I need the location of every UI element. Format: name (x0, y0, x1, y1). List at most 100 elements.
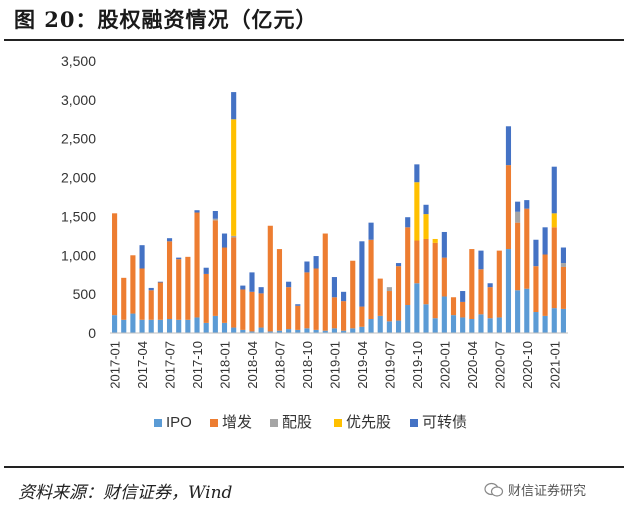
bar-segment (322, 233, 328, 331)
bottom-rule (4, 466, 624, 468)
bar-segment (359, 241, 365, 307)
bar-segment (450, 315, 457, 333)
bar-segment (148, 319, 154, 333)
x-tick-label: 2020-07 (492, 341, 507, 389)
bar-segment (377, 278, 383, 316)
bar-segment (139, 319, 145, 333)
bar-segment (432, 238, 438, 243)
bar-segment (121, 319, 127, 333)
bar-segment (313, 256, 319, 269)
bar-segment (322, 330, 328, 333)
bar-segment (423, 304, 429, 333)
bar-segment (405, 305, 411, 333)
bar-segment (533, 312, 539, 333)
bar-segment (560, 247, 566, 264)
bar-segment (112, 213, 118, 316)
bar-segment (212, 218, 218, 221)
bar-segment (423, 238, 429, 305)
bar-segment (212, 220, 218, 316)
stacked-bar-chart: 0 500 1,000 1,500 2,000 2,500 3,000 3,500 2017-0… (61, 53, 568, 431)
bar-segment (295, 329, 301, 333)
y-tick-label: 1,500 (61, 208, 96, 224)
page-title: 图 20：股权融资情况（亿元） (14, 7, 318, 32)
bar-segment (515, 290, 521, 333)
bar-segment (276, 330, 283, 333)
bar-segment (359, 326, 365, 333)
bar-segment (221, 233, 228, 248)
y-tick-label: 2,500 (61, 131, 96, 147)
bar-segment (450, 297, 457, 316)
bar-segment (276, 249, 283, 331)
bar-segment (258, 327, 264, 333)
bar-segment (267, 225, 273, 332)
legend-swatch (210, 419, 218, 427)
legend-swatch (270, 419, 278, 427)
bar-segment (368, 319, 374, 333)
bar-segment (414, 283, 420, 333)
bar-segment (194, 212, 200, 318)
bar-segment (166, 241, 173, 320)
bar-segment (505, 126, 512, 166)
bar-segment (368, 239, 374, 320)
bar-segment (487, 283, 493, 288)
bar-segment (231, 235, 237, 238)
bar-segment (286, 281, 292, 288)
bar-segment (231, 119, 237, 236)
bar-segment (139, 268, 145, 320)
bar-segment (515, 222, 521, 291)
bar-segment (405, 227, 411, 306)
bar-segment (524, 288, 530, 333)
x-tick-label: 2019-07 (382, 341, 397, 389)
x-tick-label: 2020-04 (465, 341, 480, 389)
legend-label: IPO (166, 414, 192, 431)
x-tick-label: 2018-10 (300, 341, 315, 389)
bar-segment (560, 308, 566, 333)
legend-label: 增发 (222, 414, 252, 431)
wechat-icon (484, 482, 504, 497)
bar-segment (240, 289, 246, 330)
legend-swatch (334, 419, 342, 427)
bar-segment (331, 297, 337, 329)
x-tick-label: 2019-04 (355, 341, 370, 389)
bar-segment (441, 257, 447, 297)
x-tick-label: 2018-04 (245, 341, 260, 389)
bar-segment (505, 249, 512, 333)
top-rule (4, 39, 624, 41)
bar-segment (166, 319, 173, 333)
bar-segment (249, 272, 255, 292)
bar-segment (304, 328, 310, 333)
x-tick-label: 2017-01 (108, 341, 123, 389)
bar-segment (423, 204, 429, 215)
bar-segment (221, 247, 228, 323)
bar-segment (505, 165, 512, 250)
bar-segment (341, 330, 347, 333)
bar-segment (432, 242, 438, 319)
bar-segment (112, 315, 118, 333)
x-tick-label: 2018-01 (218, 341, 233, 389)
bar-segment (157, 282, 163, 320)
bar-segment (551, 227, 557, 309)
bar-segment (460, 301, 466, 318)
bar-segment (515, 201, 521, 212)
bar-segment (341, 301, 347, 331)
bar-segment (212, 210, 218, 219)
bar-segment (121, 277, 127, 320)
bar-segment (286, 329, 292, 333)
bar-segment (533, 239, 539, 267)
bar-segment (560, 263, 566, 267)
y-tick-label: 2,000 (61, 170, 96, 186)
bar-segment (405, 217, 411, 228)
bar-segment (524, 208, 530, 289)
bar-segment (313, 329, 319, 333)
y-tick-label: 500 (73, 286, 97, 302)
bar-segment (148, 290, 154, 320)
bar-segment (148, 287, 154, 291)
bar-segment (395, 320, 402, 333)
y-tick-label: 3,500 (61, 53, 96, 69)
bar-segment (157, 281, 163, 283)
bar-segment (331, 328, 337, 333)
y-tick-label: 0 (88, 325, 96, 341)
bar-segment (386, 321, 392, 333)
legend-label: 可转债 (422, 414, 467, 431)
bar-segment (460, 291, 466, 302)
